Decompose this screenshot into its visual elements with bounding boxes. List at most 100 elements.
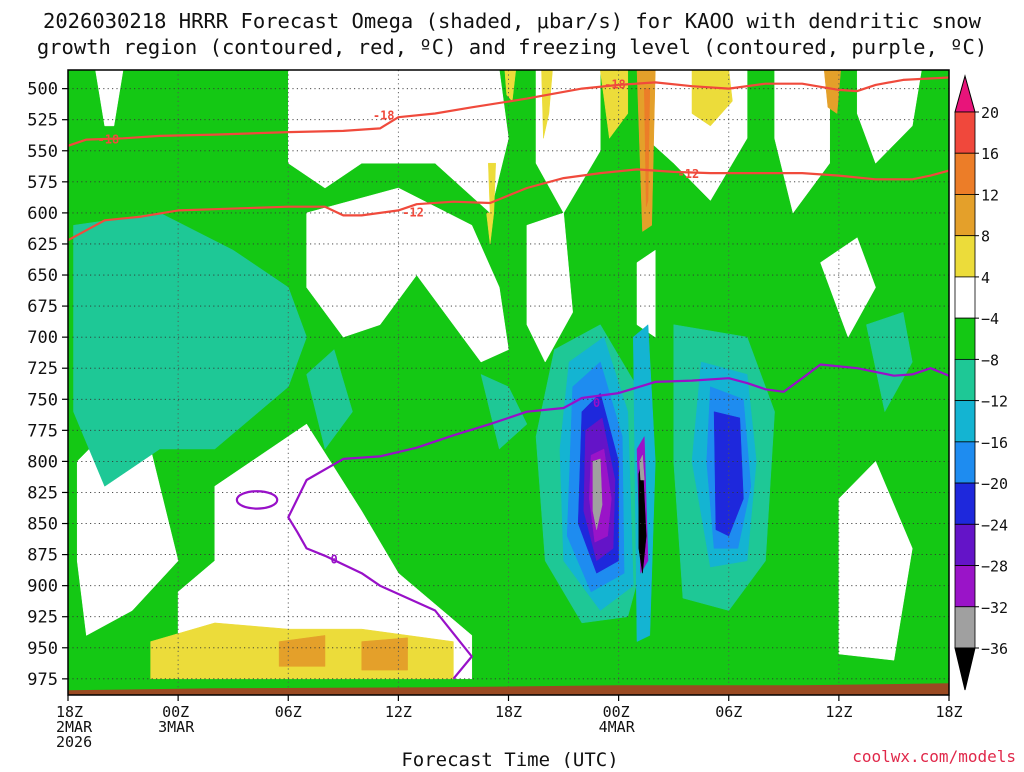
freezing-level-loop [235,490,279,510]
credit-link[interactable]: coolwx.com/models [852,747,1016,766]
colorbar-bin [954,235,976,278]
colorbar-bin [954,565,976,608]
colorbar-bin [954,152,976,195]
isoline-label: 0 [331,552,338,566]
omega-region-yellow-upper-4 [691,70,733,127]
colorbar-label: −32 [981,599,1008,617]
y-tick-label: 525 [27,111,58,131]
x-tick-label: 2MAR [56,718,93,736]
y-tick-label: 675 [27,297,58,317]
colorbar-bin [954,482,976,525]
colorbar-bin [954,441,976,484]
colorbar-label: 4 [981,269,990,287]
colorbar-label: −24 [981,516,1008,534]
omega-region-orange-low-2 [361,637,408,671]
colorbar-label: 20 [981,104,999,122]
omega-region-white-gap-upper-6 [856,70,922,164]
y-tick-label: 750 [27,390,58,410]
omega-region-white-gap-upper-1 [95,70,124,127]
y-tick-label: 875 [27,546,58,566]
contour-lines: -18 -18 -18 -12 -12 0 0 [68,76,949,680]
chart-title-line-1: 2026030218 HRRR Forecast Omega (shaded, … [43,9,982,33]
x-axis-title: Forecast Time (UTC) [401,749,618,768]
ground-surface [68,683,949,695]
omega-region-white-gap-lower-right [838,461,913,661]
y-tick-label: 900 [27,577,58,597]
y-tick-label: 825 [27,483,58,503]
colorbar-bin [954,400,976,443]
colorbar: 20 16 12 8 4 −4 −8 −12 −16 −20 −24 −28 −32 −36 [954,74,1008,691]
colorbar-bin [954,111,976,154]
y-tick-label: 775 [27,421,58,441]
y-tick-label: 725 [27,359,58,379]
y-tick-label: 500 [27,80,58,100]
colorbar-bin [954,194,976,237]
gridlines [68,70,949,695]
omega-region-yellow-upper-2 [541,70,553,139]
colorbar-bin [954,317,976,360]
omega-region-white-gap-mid-3 [636,249,656,338]
x-tick-label: 18Z [495,703,522,721]
y-tick-label: 550 [27,142,58,162]
colorbar-bin [954,523,976,566]
colorbar-label: 8 [981,228,990,246]
colorbar-label: −20 [981,475,1008,493]
x-tick-label: 12Z [825,703,852,721]
colorbar-label: −16 [981,434,1008,452]
colorbar-label: −28 [981,558,1008,576]
omega-region-white-gap-mid-2 [526,212,573,363]
colorbar-bin [954,276,976,319]
omega-region-orange-top-right [823,70,841,114]
isoline-label: -18 [98,132,120,146]
colorbar-label: 12 [981,186,999,204]
y-tick-label: 575 [27,173,58,193]
colorbar-bottom-arrow [954,647,976,691]
colorbar-label: −8 [981,351,999,369]
y-tick-label: 700 [27,328,58,348]
y-tick-label: 925 [27,608,58,628]
colorbar-bin [954,606,976,649]
isoline-0-2 [287,363,949,680]
omega-region-white-gap-upper-5 [774,70,830,214]
colorbar-label: 16 [981,145,999,163]
x-tick-label: 06Z [275,703,302,721]
x-tick-label: 3MAR [158,718,195,736]
isoline-label: -18 [604,78,626,92]
x-tick-label: 18Z [56,703,83,721]
omega-region-orange-low-1 [278,635,326,667]
x-tick-label: 00Z [603,703,630,721]
colorbar-bin [954,358,976,402]
x-tick-label: 00Z [162,703,189,721]
isoline-label: -12 [678,167,700,181]
x-tick-label: 06Z [715,703,742,721]
omega-region-gray-core [592,458,603,530]
x-tick-label: 4MAR [599,718,636,736]
y-tick-label: 975 [27,670,58,690]
omega-region-teal-left-block [73,212,307,487]
omega-shading [68,70,949,692]
omega-region-white-gap-upper-3 [535,70,601,214]
isoline-label: 0 [593,396,600,410]
y-axis: 500 525 550 575 600 625 650 675 700 725 750 775 800 8… [27,80,68,690]
y-tick-label: 850 [27,515,58,535]
y-tick-label: 625 [27,235,58,255]
omega-region-teal-mid-1 [306,349,353,450]
y-tick-label: 600 [27,204,58,224]
isoline-minus12-1 [68,168,949,242]
chart-title-line-2: growth region (contoured, red, ºC) and f… [37,35,987,59]
omega-region-yellow-low-spike [486,212,495,245]
colorbar-label: −36 [981,640,1008,658]
colorbar-label: −12 [981,393,1008,411]
isoline-label: -12 [402,206,424,220]
isoline-minus18-0 [68,76,949,147]
x-tick-label: 18Z [935,703,962,721]
y-tick-label: 950 [27,639,58,659]
x-tick-label: 2026 [56,733,92,751]
omega-region-navy-right [713,411,744,537]
ground-fill [68,683,949,695]
y-tick-label: 800 [27,452,58,472]
isoline-label: -18 [373,109,395,123]
